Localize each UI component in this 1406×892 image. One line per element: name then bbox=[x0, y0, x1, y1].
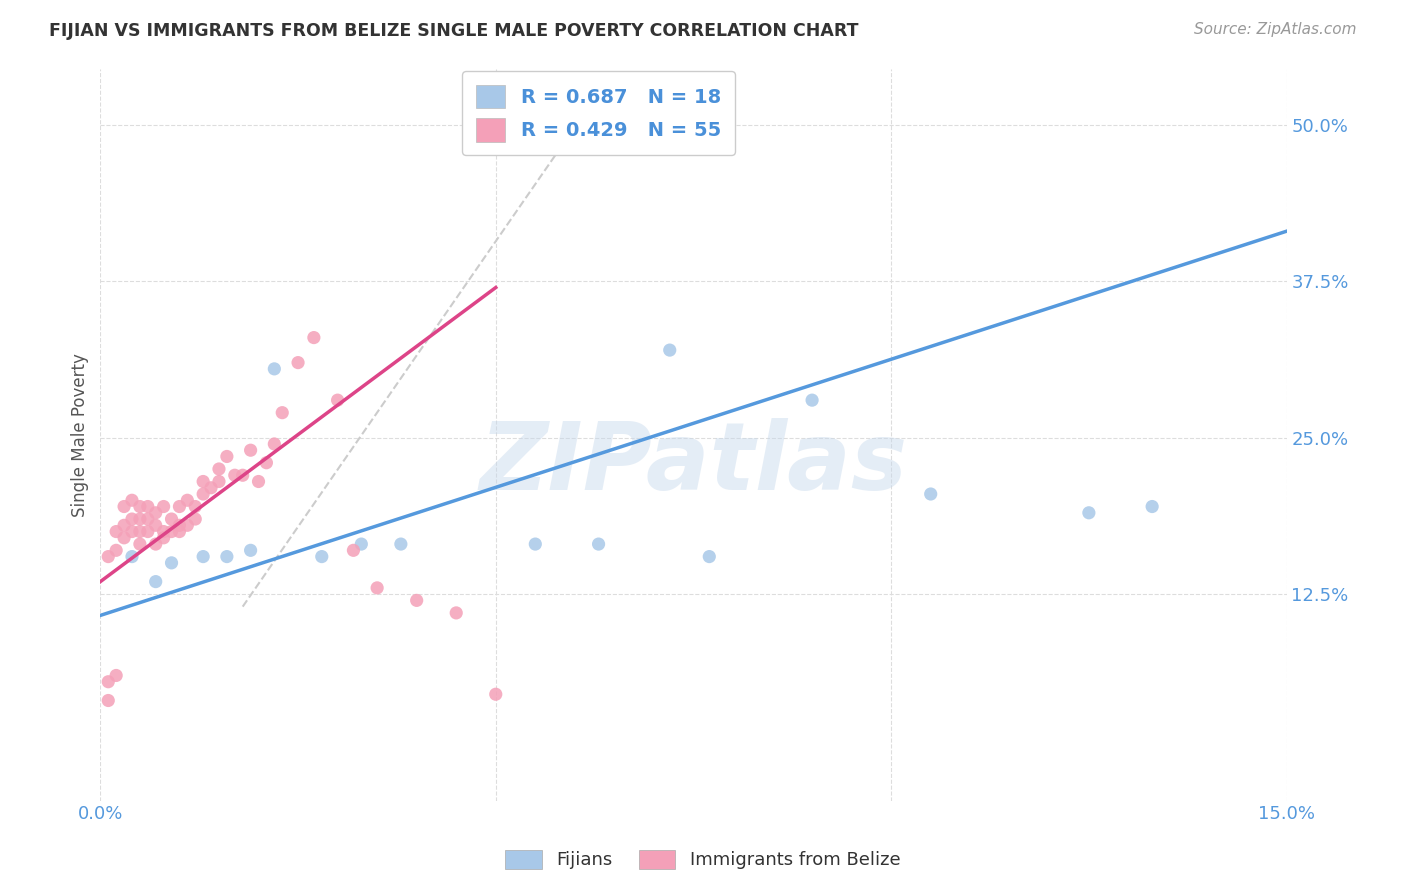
Point bbox=[112, 518, 135, 533]
Point bbox=[136, 524, 159, 539]
Point bbox=[136, 512, 159, 526]
Point bbox=[160, 512, 183, 526]
Point bbox=[271, 406, 294, 420]
Point bbox=[191, 549, 214, 564]
Point bbox=[588, 537, 610, 551]
Point bbox=[405, 593, 427, 607]
Point bbox=[145, 506, 167, 520]
Text: Source: ZipAtlas.com: Source: ZipAtlas.com bbox=[1194, 22, 1357, 37]
Point bbox=[152, 500, 174, 514]
Point bbox=[145, 537, 167, 551]
Point bbox=[169, 518, 191, 533]
Point bbox=[232, 468, 254, 483]
Point bbox=[145, 518, 167, 533]
Point bbox=[215, 549, 238, 564]
Point bbox=[389, 537, 412, 551]
Point bbox=[121, 512, 143, 526]
Point bbox=[121, 549, 143, 564]
Point bbox=[152, 531, 174, 545]
Point bbox=[160, 556, 183, 570]
Point bbox=[112, 500, 135, 514]
Point bbox=[697, 549, 720, 564]
Point bbox=[239, 443, 262, 458]
Legend: Fijians, Immigrants from Belize: Fijians, Immigrants from Belize bbox=[496, 841, 910, 879]
Point bbox=[224, 468, 246, 483]
Y-axis label: Single Male Poverty: Single Male Poverty bbox=[72, 352, 89, 516]
Point bbox=[121, 524, 143, 539]
Point bbox=[97, 693, 120, 707]
Legend: R = 0.687   N = 18, R = 0.429   N = 55: R = 0.687 N = 18, R = 0.429 N = 55 bbox=[463, 71, 735, 155]
Text: FIJIAN VS IMMIGRANTS FROM BELIZE SINGLE MALE POVERTY CORRELATION CHART: FIJIAN VS IMMIGRANTS FROM BELIZE SINGLE … bbox=[49, 22, 859, 40]
Point bbox=[191, 475, 214, 489]
Point bbox=[176, 493, 198, 508]
Point bbox=[184, 500, 207, 514]
Point bbox=[326, 393, 349, 408]
Point bbox=[801, 393, 824, 408]
Point bbox=[920, 487, 942, 501]
Point bbox=[311, 549, 333, 564]
Point bbox=[200, 481, 222, 495]
Point bbox=[97, 549, 120, 564]
Point bbox=[247, 475, 270, 489]
Point bbox=[128, 524, 150, 539]
Point bbox=[169, 500, 191, 514]
Point bbox=[263, 362, 285, 376]
Point bbox=[176, 518, 198, 533]
Text: ZIPatlas: ZIPatlas bbox=[479, 417, 907, 510]
Point bbox=[1140, 500, 1163, 514]
Point bbox=[350, 537, 373, 551]
Point bbox=[136, 500, 159, 514]
Point bbox=[128, 512, 150, 526]
Point bbox=[97, 674, 120, 689]
Point bbox=[169, 524, 191, 539]
Point bbox=[254, 456, 277, 470]
Point bbox=[112, 531, 135, 545]
Point bbox=[121, 493, 143, 508]
Point bbox=[105, 668, 128, 682]
Point bbox=[145, 574, 167, 589]
Point bbox=[160, 524, 183, 539]
Point bbox=[239, 543, 262, 558]
Point bbox=[342, 543, 364, 558]
Point bbox=[191, 487, 214, 501]
Point bbox=[152, 524, 174, 539]
Point bbox=[658, 343, 681, 357]
Point bbox=[485, 687, 508, 701]
Point bbox=[263, 437, 285, 451]
Point bbox=[208, 475, 231, 489]
Point bbox=[1077, 506, 1099, 520]
Point bbox=[208, 462, 231, 476]
Point bbox=[444, 606, 467, 620]
Point bbox=[524, 537, 547, 551]
Point bbox=[302, 330, 325, 344]
Point bbox=[366, 581, 388, 595]
Point bbox=[128, 537, 150, 551]
Point bbox=[128, 500, 150, 514]
Point bbox=[105, 524, 128, 539]
Point bbox=[287, 356, 309, 370]
Point bbox=[105, 543, 128, 558]
Point bbox=[184, 512, 207, 526]
Point bbox=[215, 450, 238, 464]
